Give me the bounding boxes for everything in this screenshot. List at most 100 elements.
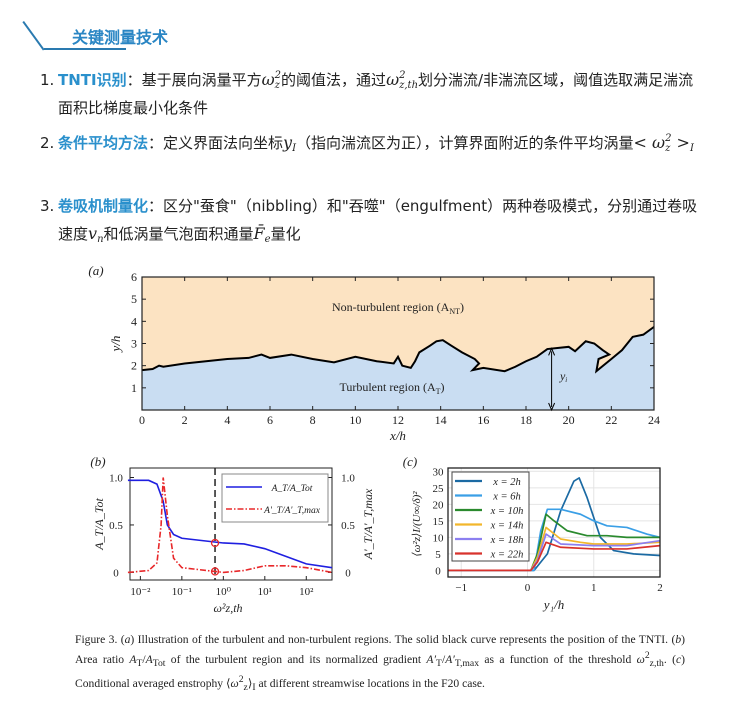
y-axis-label: ⟨ω²z⟩I/(U∞/δ)² [411,491,423,557]
legend-label: x = 2h [492,477,521,488]
panel-label-a: (a) [88,263,103,278]
turbulent-region [142,326,654,410]
italic-run: ω [230,677,239,691]
threshold-marker [210,567,220,576]
text-run: 和低涡量气泡面积通量 [103,225,254,243]
x-tick-label: 14 [435,413,447,427]
italic-run: A′ [426,652,437,666]
y-tick-label: 2 [131,359,137,373]
text-run: ) Area ratio [75,633,685,666]
text-run: as a function of the threshold [479,652,637,666]
bullet-2: 2. 条件平均方法：定义界面法向坐标y I （指向湍流区为正），计算界面附近的条件平… [40,129,700,157]
y-axis-label: y/h [108,336,123,354]
text-run: ) Illustration of the turbulent and non-… [130,633,676,646]
text-run: Figure 3. ( [75,633,125,646]
plot-frame-c [447,467,661,578]
panel-label-c: (c) [403,454,417,469]
italic-run: b [675,633,682,646]
legend-c [451,471,530,562]
y-tick-label: 0 [435,565,441,577]
left-y-axis-label: A_T/A_Tot [92,498,106,551]
text-run: ：基于展向涡量平方 [126,71,262,89]
x-axis-label: x/h [389,428,406,443]
x-tick-label: 0 [525,582,531,594]
x-tick-label: 2 [182,413,188,427]
right-y-tick-label: 1.0 [341,472,355,484]
italic-run: ω [636,652,645,666]
yi-label: yi [559,369,567,384]
math-expression: v n [88,224,104,245]
text-run: 量化 [270,225,301,243]
y-tick-label: 3 [131,337,137,351]
series-line-2 [127,477,333,574]
bullet-text: 条件平均方法：定义界面法向坐标y I （指向湍流区为正），计算界面附近的条件平均涡… [58,129,700,157]
x-tick-label: 22 [605,413,617,427]
panel-label-b: (b) [90,454,105,469]
subscript: z [243,682,248,694]
subscript: T [136,658,143,670]
text-run: / [441,652,446,666]
italic-run: A′ [445,652,455,666]
bullet-number: 2. [40,134,55,152]
text-run: （指向湍流区为正），计算界面附近的条件平均涡量 [296,134,634,152]
text-run: ) Conditional averaged enstrophy ⟨ [75,652,685,691]
subscript: z,th [649,658,664,670]
x-tick-label: 10¹ [258,586,272,598]
text-run: . ( [663,652,676,666]
figure-3: (a)0 2 4 6 8 10 12 14 16 18 20 22 24123456y/hx/hNon-… [88,263,663,615]
series-line-2 [448,508,661,572]
text-run: / [142,652,146,666]
x-axis-label: ω²z,th [213,601,242,615]
x-tick-label: 10⁰ [216,586,232,598]
text-run: at different streamwise locations in the… [255,677,485,691]
italic-run: a [124,633,131,646]
text-run: 的阈值法，通过 [281,71,387,89]
subscript: T [436,658,442,670]
figure-caption: Figure 3. (a) Illustration of the turbul… [75,632,685,696]
non-turbulent-label: Non-turbulent region (ANT) [332,300,464,316]
x-tick-label: 20 [563,413,575,427]
text-run: ：区分"蚕食"（nibbling）和"吞噬"（engulfment）两种卷吸模式… [58,197,698,243]
x-axis-label: y₁/h [542,597,564,612]
bullet-number: 1. [40,71,55,89]
legend-label: x = 22h [490,550,524,561]
x-tick-label: 4 [224,413,230,427]
bullet-text: TNTI识别：基于展向涡量平方ω 2 z 的阈值法，通过ω 2 z,th 划分湍流/非湍流区… [58,66,700,122]
series-line-1 [127,479,333,569]
x-tick-label: 2 [657,582,663,594]
italic-run: A [129,652,137,666]
bullet-text: 卷吸机制量化：区分"蚕食"（nibbling）和"吞噬"（engulfment）… [58,192,700,248]
italic-run: A [145,652,153,666]
y-tick-label: 5 [131,292,137,306]
legend-label: x = 6h [492,492,521,503]
x-tick-label: 10² [299,586,314,598]
x-tick-label: 8 [310,413,316,427]
header-underline [44,48,126,50]
math-expression: F̄ e [253,224,271,245]
math-expression: > I [671,133,694,154]
y-tick-label: 4 [131,314,137,328]
subscript: I [252,682,256,694]
right-y-tick-label: 0 [345,567,351,579]
legend-label: A'_T/A'_T,max [263,506,321,516]
x-tick-label: 24 [648,413,660,427]
y-tick-label: 10 [433,532,445,544]
subscript: T,max [454,658,480,670]
bullet-label: 卷吸机制量化 [58,197,149,215]
y-tick-label: 6 [131,270,137,284]
math-expression: y I [283,133,297,154]
section-title: 关键测量技术 [72,28,169,47]
series-line-6 [448,541,661,572]
bullet-number: 3. [40,197,55,215]
x-tick-label: 10⁻¹ [172,586,192,598]
legend-label: A_T/A_Tot [271,484,313,494]
italic-run: c [675,652,682,666]
x-tick-label: 16 [477,413,489,427]
legend-label: x = 10h [490,506,524,517]
math-expression: ω 2 z,th [386,69,419,91]
x-tick-label: 10 [349,413,361,427]
legend-b [221,473,329,523]
left-y-tick-label: 0 [113,567,119,579]
right-y-axis-label: A'_T/A'_T,max [361,488,375,560]
